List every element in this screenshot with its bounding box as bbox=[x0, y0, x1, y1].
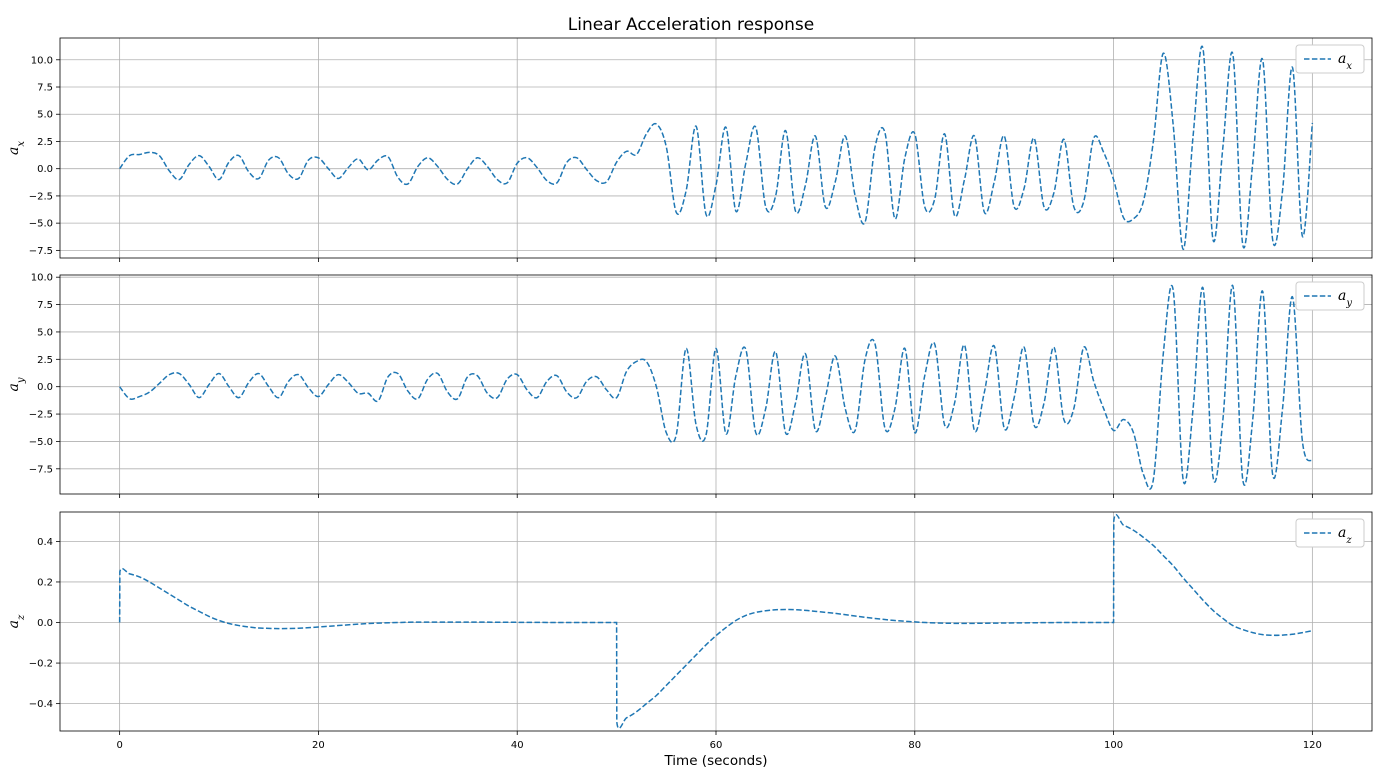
axes-frame bbox=[59, 37, 1373, 259]
y-axis-label: ax bbox=[6, 141, 27, 155]
legend: ay bbox=[1295, 281, 1365, 311]
y-tick-label: −0.4 bbox=[29, 699, 53, 710]
x-tick-label: 100 bbox=[1104, 740, 1123, 751]
subplot-2: −7.5 −5.0 −2.5 0.0 2.5 5.0 7.5 10.0 ay ay bbox=[6, 273, 1373, 498]
figure-title: Linear Acceleration response bbox=[568, 15, 815, 35]
series-line-a_x bbox=[119, 45, 1314, 251]
axes-frame bbox=[59, 274, 1373, 495]
y-axis-label: ay bbox=[6, 377, 27, 391]
y-tick-label: 2.5 bbox=[37, 355, 53, 366]
y-tick-label: 5.0 bbox=[37, 110, 53, 121]
x-axis-label: Time (seconds) bbox=[663, 753, 767, 769]
y-tick-label: 7.5 bbox=[37, 83, 53, 94]
legend-label: ay bbox=[1338, 288, 1352, 309]
x-tick-label: 120 bbox=[1303, 740, 1322, 751]
x-tick-label: 0 bbox=[116, 740, 122, 751]
subplot-3: 0 20 40 60 80 100 120 −0.4 −0.2 0.0 0.2 0.4 az az bbox=[6, 511, 1373, 751]
subplot-1: −7.5 −5.0 −2.5 0.0 2.5 5.0 7.5 10.0 ax ax bbox=[6, 37, 1373, 262]
y-tick-label: 10.0 bbox=[31, 55, 53, 66]
y-axis-label: az bbox=[6, 614, 27, 628]
y-tick-label: 7.5 bbox=[37, 300, 53, 311]
y-tick-label: −5.0 bbox=[29, 437, 53, 448]
legend: az bbox=[1295, 518, 1365, 548]
y-tick-label: −7.5 bbox=[29, 464, 53, 475]
y-tick-label: 0.0 bbox=[37, 382, 53, 393]
y-tick-label: −2.5 bbox=[29, 410, 53, 421]
y-tick-label: 0.2 bbox=[37, 577, 53, 588]
legend-label: az bbox=[1338, 525, 1352, 546]
y-tick-label: 5.0 bbox=[37, 327, 53, 338]
series-line-a_z bbox=[118, 513, 1313, 729]
x-tick-label: 80 bbox=[908, 740, 921, 751]
y-tick-label: 0.0 bbox=[37, 618, 53, 629]
legend: ax bbox=[1295, 44, 1365, 74]
x-tick-label: 20 bbox=[312, 740, 325, 751]
y-tick-label: 0.0 bbox=[37, 164, 53, 175]
y-tick-label: 0.4 bbox=[37, 537, 53, 548]
axes-frame bbox=[59, 511, 1373, 732]
y-tick-label: −5.0 bbox=[29, 219, 53, 230]
legend-label: ax bbox=[1338, 51, 1352, 72]
y-tick-label: −2.5 bbox=[29, 191, 53, 202]
y-tick-label: 10.0 bbox=[31, 273, 53, 284]
series-line-a_y bbox=[119, 284, 1314, 490]
x-tick-label: 40 bbox=[511, 740, 524, 751]
y-tick-label: −0.2 bbox=[29, 659, 53, 670]
y-tick-label: −7.5 bbox=[29, 246, 53, 257]
y-tick-label: 2.5 bbox=[37, 137, 53, 148]
x-tick-label: 60 bbox=[710, 740, 723, 751]
